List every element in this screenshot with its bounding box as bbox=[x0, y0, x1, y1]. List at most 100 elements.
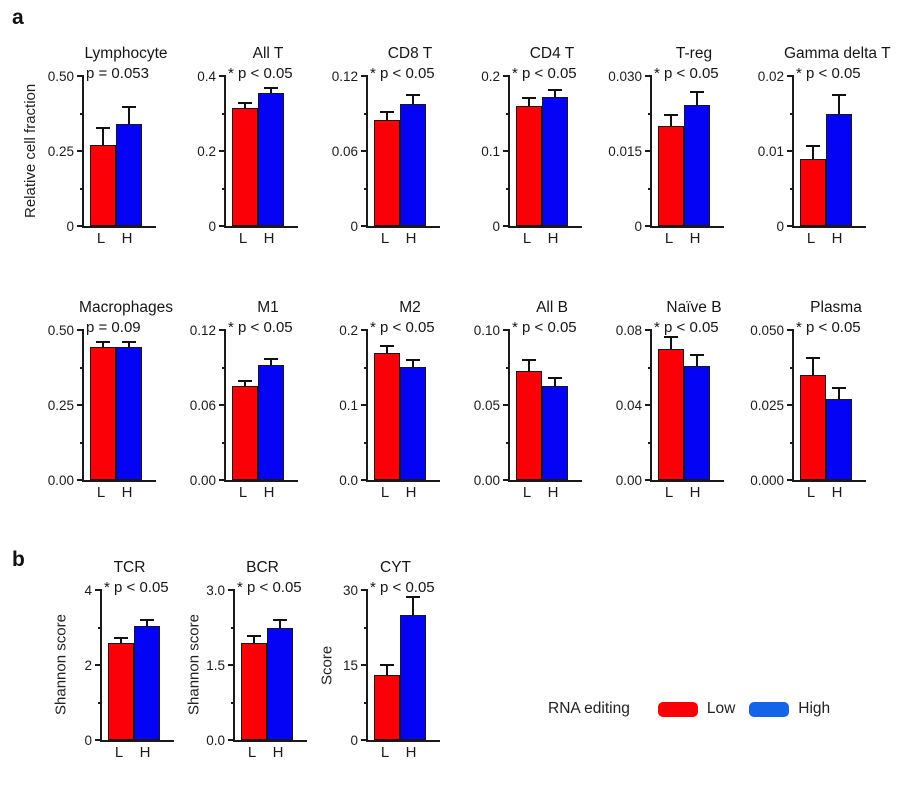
y-tick bbox=[222, 188, 226, 190]
bar-high bbox=[400, 366, 426, 480]
y-tick-label: 0.00 bbox=[473, 472, 500, 488]
chart-m2: M2 0.0 0.1 0.2 * p < 0.05 L H bbox=[320, 298, 462, 502]
y-tick-label: 0.1 bbox=[481, 143, 500, 159]
plot-area: * p < 0.05 bbox=[645, 65, 724, 228]
bar-high bbox=[684, 365, 710, 480]
chart-title: TCR bbox=[113, 559, 146, 576]
error-bar-cap-high bbox=[406, 359, 420, 362]
y-tick-label: 4 bbox=[84, 582, 92, 598]
chart-macrophages: Macrophages 0.00 0.25 0.50 p = 0.09 L H bbox=[36, 298, 178, 502]
significance-label: * p < 0.05 bbox=[237, 579, 302, 596]
y-tick-label: 0 bbox=[208, 218, 216, 234]
legend-swatch-high-icon bbox=[749, 701, 790, 717]
error-bar-cap-high bbox=[690, 91, 704, 93]
chart-all-t: All T 0 0.2 0.4 * p < 0.05 L H bbox=[178, 44, 320, 248]
x-axis bbox=[508, 480, 582, 482]
y-tick bbox=[98, 627, 102, 629]
x-axis bbox=[650, 226, 724, 228]
chart-na-ve-b: Naïve B 0.00 0.04 0.08 * p < 0.05 L H bbox=[604, 298, 746, 502]
x-category-label-l: L bbox=[114, 744, 124, 761]
error-bar-cap-high bbox=[406, 596, 420, 598]
error-bar-low bbox=[102, 340, 104, 347]
error-bar-cap-high bbox=[832, 94, 846, 96]
bar-high bbox=[258, 92, 284, 226]
x-category-label-l: L bbox=[522, 484, 532, 501]
legend-title: RNA editing bbox=[548, 700, 630, 717]
error-bar-cap-low bbox=[664, 335, 678, 338]
error-bar-low bbox=[528, 358, 530, 371]
y-tick bbox=[222, 442, 226, 444]
error-bar-high bbox=[554, 88, 556, 97]
y-tick bbox=[364, 188, 368, 190]
plot-area: p = 0.09 bbox=[77, 319, 156, 482]
y-tick bbox=[361, 404, 368, 406]
y-tick bbox=[645, 75, 652, 77]
y-tick bbox=[790, 113, 794, 115]
x-axis bbox=[100, 740, 174, 742]
y-tick bbox=[361, 150, 368, 152]
y-tick bbox=[219, 479, 226, 481]
y-tick-label: 0.04 bbox=[615, 397, 642, 413]
significance-label: * p < 0.05 bbox=[228, 319, 293, 336]
y-tick bbox=[648, 188, 652, 190]
y-tick-label: 0.12 bbox=[331, 68, 358, 84]
error-bar-low bbox=[120, 636, 122, 643]
chart-title: Lymphocyte bbox=[84, 45, 168, 62]
y-tick bbox=[364, 113, 368, 115]
y-tick bbox=[361, 329, 368, 331]
bar-high bbox=[400, 615, 426, 740]
y-tick-label: 0.000 bbox=[750, 472, 784, 488]
bar-low bbox=[516, 370, 542, 480]
bar-low bbox=[658, 348, 684, 480]
y-tick bbox=[506, 113, 510, 115]
x-category-label-h: H bbox=[405, 230, 417, 247]
chart-cd8-t: CD8 T 0 0.06 0.12 * p < 0.05 L H bbox=[320, 44, 462, 248]
x-category-label-h: H bbox=[689, 484, 701, 501]
error-bar-cap-low bbox=[380, 111, 394, 113]
chart-title: M1 bbox=[257, 299, 279, 316]
error-bar-cap-low bbox=[238, 102, 252, 105]
bar-low bbox=[90, 145, 116, 226]
y-tick-label: 0.00 bbox=[615, 472, 642, 488]
y-tick bbox=[787, 404, 794, 406]
panel-a-row-1: Lymphocyte Relative cell fraction 0 0.25 0.5… bbox=[22, 44, 891, 248]
plot-area: * p < 0.05 bbox=[503, 65, 582, 228]
error-bar-low bbox=[528, 97, 530, 106]
y-tick bbox=[364, 442, 368, 444]
chart-title: CYT bbox=[380, 559, 411, 576]
x-axis bbox=[508, 226, 582, 228]
error-bar-high bbox=[412, 596, 414, 615]
y-tick bbox=[77, 479, 84, 481]
error-bar-high bbox=[279, 619, 281, 628]
y-tick bbox=[645, 329, 652, 331]
y-tick bbox=[503, 150, 510, 152]
chart-cd4-t: CD4 T 0 0.1 0.2 * p < 0.05 L H bbox=[462, 44, 604, 248]
error-bar-high bbox=[554, 376, 556, 386]
y-tick-label: 0.2 bbox=[197, 143, 216, 159]
chart-all-b: All B 0.00 0.05 0.10 * p < 0.05 L H bbox=[462, 298, 604, 502]
panel-a-label: a bbox=[12, 6, 24, 29]
x-category-label-l: L bbox=[522, 230, 532, 247]
error-bar-cap-low bbox=[806, 357, 820, 359]
y-tick bbox=[228, 589, 235, 591]
y-tick bbox=[648, 113, 652, 115]
error-bar-cap-high bbox=[122, 340, 136, 343]
y-tick bbox=[361, 75, 368, 77]
chart-title: CD4 T bbox=[529, 45, 575, 62]
x-axis bbox=[82, 480, 156, 482]
y-tick-label: 0.25 bbox=[47, 397, 74, 413]
bar-high bbox=[116, 346, 142, 480]
chart-t-reg: T-reg 0 0.015 0.030 * p < 0.05 L H bbox=[604, 44, 746, 248]
y-tick-label: 0 bbox=[634, 218, 642, 234]
panel-a-row-2: Macrophages 0.00 0.25 0.50 p = 0.09 L H M1 0.00 0… bbox=[36, 298, 888, 502]
bar-low bbox=[232, 107, 258, 226]
y-tick bbox=[77, 329, 84, 331]
y-tick bbox=[787, 479, 794, 481]
bar-high bbox=[400, 103, 426, 226]
y-tick bbox=[506, 188, 510, 190]
plot-area: * p < 0.05 bbox=[361, 65, 440, 228]
y-tick bbox=[790, 442, 794, 444]
y-tick bbox=[231, 702, 235, 704]
significance-label: p = 0.09 bbox=[86, 319, 141, 336]
y-tick bbox=[787, 75, 794, 77]
